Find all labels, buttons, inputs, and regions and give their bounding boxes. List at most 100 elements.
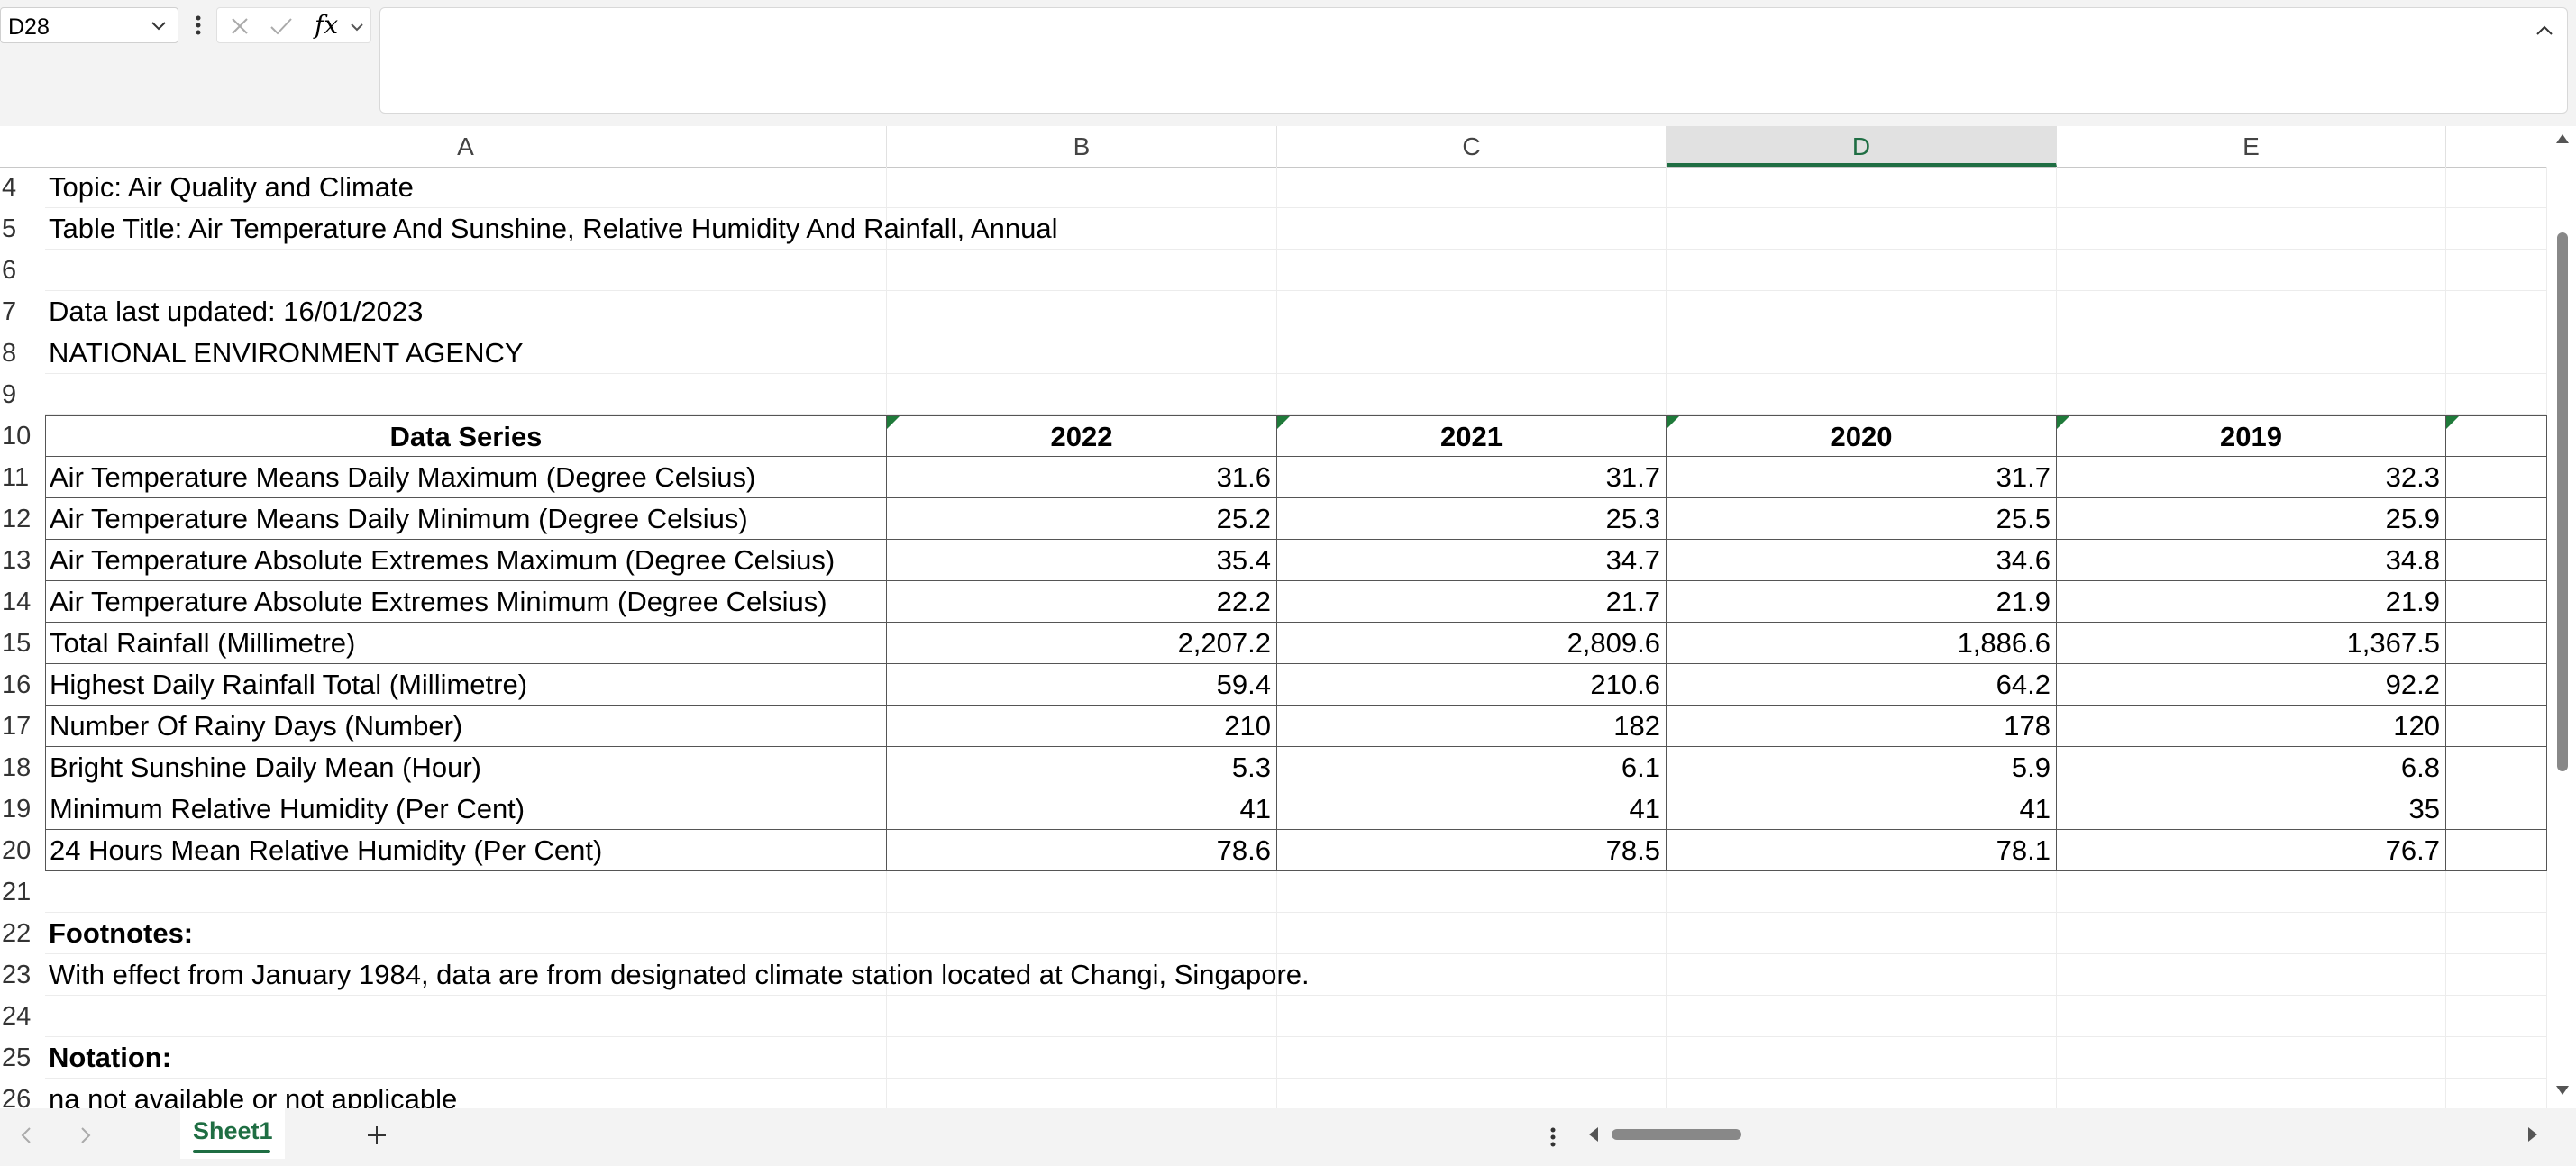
cell-c6[interactable] (1277, 250, 1667, 291)
cell-b14[interactable]: 22.2 (887, 581, 1277, 623)
row-header[interactable]: 13 (2, 546, 32, 575)
cell-c17[interactable]: 182 (1277, 706, 1667, 747)
cell-c25[interactable] (1277, 1037, 1667, 1079)
cell-c21[interactable] (1277, 871, 1667, 913)
cell-a6[interactable] (45, 250, 887, 291)
cell-a25[interactable]: Notation: (45, 1037, 887, 1079)
cell-f7[interactable] (2446, 291, 2547, 332)
cell-d21[interactable] (1667, 871, 2057, 913)
cell-e25[interactable] (2057, 1037, 2446, 1079)
cell-d4[interactable] (1667, 167, 2057, 208)
cell-f21[interactable] (2446, 871, 2547, 913)
cell-c22[interactable] (1277, 913, 1667, 954)
cell-a19[interactable]: Minimum Relative Humidity (Per Cent) (45, 788, 887, 830)
cell-b25[interactable] (887, 1037, 1277, 1079)
vertical-scroll-thumb[interactable] (2557, 232, 2568, 771)
cell-e23[interactable] (2057, 954, 2446, 996)
cell-e7[interactable] (2057, 291, 2446, 332)
cell-c5[interactable] (1277, 208, 1667, 250)
row-header[interactable]: 26 (2, 1085, 32, 1108)
cell-c12[interactable]: 25.3 (1277, 498, 1667, 540)
cell-a10[interactable]: Data Series (45, 415, 887, 457)
row-header[interactable]: 22 (2, 919, 32, 948)
cell-e9[interactable] (2057, 374, 2446, 415)
cell-d12[interactable]: 25.5 (1667, 498, 2057, 540)
cell-b11[interactable]: 31.6 (887, 457, 1277, 498)
name-box[interactable]: D28 (0, 7, 178, 43)
cell-a4[interactable]: Topic: Air Quality and Climate (45, 167, 887, 208)
cell-d5[interactable] (1667, 208, 2057, 250)
cell-d18[interactable]: 5.9 (1667, 747, 2057, 788)
cell-e13[interactable]: 34.8 (2057, 540, 2446, 581)
error-indicator-icon[interactable] (1277, 416, 1290, 429)
row-header[interactable]: 15 (2, 629, 32, 658)
cell-b6[interactable] (887, 250, 1277, 291)
row-header[interactable]: 16 (2, 670, 32, 699)
cell-e14[interactable]: 21.9 (2057, 581, 2446, 623)
error-indicator-icon[interactable] (1667, 416, 1679, 429)
row-header[interactable]: 19 (2, 795, 32, 824)
cell-e15[interactable]: 1,367.5 (2057, 623, 2446, 664)
cell-a16[interactable]: Highest Daily Rainfall Total (Millimetre… (45, 664, 887, 706)
cell-c18[interactable]: 6.1 (1277, 747, 1667, 788)
cell-e26[interactable] (2057, 1079, 2446, 1108)
cell-a18[interactable]: Bright Sunshine Daily Mean (Hour) (45, 747, 887, 788)
column-header-extra[interactable] (2446, 126, 2547, 167)
cell-e11[interactable]: 32.3 (2057, 457, 2446, 498)
more-options-icon[interactable] (191, 9, 206, 41)
cell-f4[interactable] (2446, 167, 2547, 208)
chevron-down-icon[interactable] (149, 15, 169, 35)
cell-f20[interactable] (2446, 830, 2547, 871)
cell-a12[interactable]: Air Temperature Means Daily Minimum (Deg… (45, 498, 887, 540)
cell-c19[interactable]: 41 (1277, 788, 1667, 830)
cell-b5[interactable] (887, 208, 1277, 250)
cell-a20[interactable]: 24 Hours Mean Relative Humidity (Per Cen… (45, 830, 887, 871)
cell-f26[interactable] (2446, 1079, 2547, 1108)
cell-a17[interactable]: Number Of Rainy Days (Number) (45, 706, 887, 747)
cell-b22[interactable] (887, 913, 1277, 954)
cell-d14[interactable]: 21.9 (1667, 581, 2057, 623)
cell-d16[interactable]: 64.2 (1667, 664, 2057, 706)
cell-f13[interactable] (2446, 540, 2547, 581)
cell-f23[interactable] (2446, 954, 2547, 996)
row-header[interactable]: 10 (2, 422, 32, 451)
horizontal-scroll-thumb[interactable] (1612, 1129, 1741, 1140)
row-header[interactable]: 21 (2, 878, 32, 906)
scroll-down-icon[interactable] (2554, 1083, 2571, 1098)
cell-a23[interactable]: With effect from January 1984, data are … (45, 954, 1310, 996)
cell-b16[interactable]: 59.4 (887, 664, 1277, 706)
cell-b9[interactable] (887, 374, 1277, 415)
formula-input[interactable] (379, 7, 2568, 114)
row-header[interactable]: 24 (2, 1002, 32, 1031)
cell-c16[interactable]: 210.6 (1277, 664, 1667, 706)
cell-e17[interactable]: 120 (2057, 706, 2446, 747)
row-header[interactable]: 20 (2, 836, 32, 865)
cell-a11[interactable]: Air Temperature Means Daily Maximum (Deg… (45, 457, 887, 498)
cell-f16[interactable] (2446, 664, 2547, 706)
cell-a8[interactable]: NATIONAL ENVIRONMENT AGENCY (45, 332, 887, 374)
cell-d24[interactable] (1667, 996, 2057, 1037)
row-header[interactable]: 6 (2, 256, 17, 285)
cell-e6[interactable] (2057, 250, 2446, 291)
cell-d10[interactable]: 2020 (1667, 415, 2057, 457)
cell-c4[interactable] (1277, 167, 1667, 208)
row-header[interactable]: 25 (2, 1043, 32, 1072)
cell-f14[interactable] (2446, 581, 2547, 623)
scroll-up-icon[interactable] (2554, 132, 2571, 146)
cell-f19[interactable] (2446, 788, 2547, 830)
cancel-icon[interactable] (230, 16, 250, 36)
cell-a9[interactable] (45, 374, 887, 415)
cell-f5[interactable] (2446, 208, 2547, 250)
error-indicator-icon[interactable] (887, 416, 900, 429)
cell-c13[interactable]: 34.7 (1277, 540, 1667, 581)
row-header[interactable]: 11 (2, 463, 30, 492)
error-indicator-icon[interactable] (2446, 416, 2459, 429)
cell-d11[interactable]: 31.7 (1667, 457, 2057, 498)
horizontal-scrollbar[interactable] (1586, 1121, 2542, 1148)
cell-f24[interactable] (2446, 996, 2547, 1037)
row-header[interactable]: 4 (2, 173, 17, 202)
cell-a7[interactable]: Data last updated: 16/01/2023 (45, 291, 887, 332)
row-header[interactable]: 12 (2, 505, 32, 533)
confirm-check-icon[interactable] (269, 16, 293, 36)
chevron-left-icon[interactable] (16, 1125, 38, 1146)
